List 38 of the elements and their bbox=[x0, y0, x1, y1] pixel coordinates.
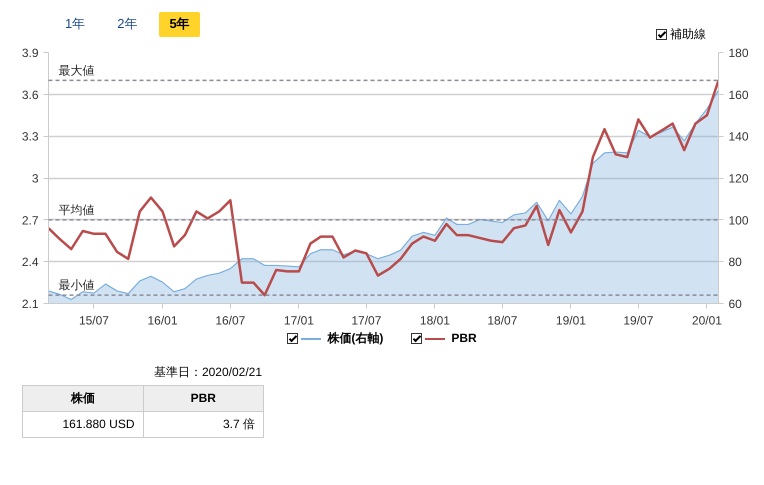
y-tick-label: 2.1 bbox=[22, 297, 39, 311]
y-tick-label: 3 bbox=[32, 172, 39, 186]
x-tick-label: 20/01 bbox=[692, 314, 722, 328]
ref-line-label: 最小値 bbox=[58, 278, 94, 292]
text: 5年 bbox=[159, 12, 200, 37]
x-tick-label: 15/07 bbox=[78, 314, 110, 328]
x-tick-label: 16/01 bbox=[148, 314, 178, 328]
y2-tick-label: 60 bbox=[728, 297, 742, 311]
y-tick-label: 3.3 bbox=[22, 130, 39, 144]
text: PBR bbox=[143, 386, 264, 412]
x-tick-label: 19/07 bbox=[623, 314, 654, 328]
y-tick-label: 2.4 bbox=[22, 255, 39, 270]
legend-label: 株価(右軸) bbox=[326, 331, 384, 345]
y2-tick-label: 180 bbox=[728, 46, 749, 60]
text: 2年 bbox=[116, 15, 138, 33]
y2-tick-label: 80 bbox=[728, 255, 742, 270]
y-tick-label: 3.9 bbox=[22, 46, 39, 60]
x-tick-label: 18/01 bbox=[420, 314, 450, 328]
y2-tick-label: 100 bbox=[728, 213, 749, 228]
text: 株価 bbox=[22, 386, 143, 412]
x-tick-label: 19/01 bbox=[556, 314, 586, 328]
y2-tick-label: 120 bbox=[728, 172, 749, 186]
text: 基準日：2020/02/21 bbox=[152, 364, 262, 381]
x-tick-label: 17/07 bbox=[351, 314, 382, 328]
x-tick-label: 18/07 bbox=[487, 314, 518, 328]
y-tick-label: 3.6 bbox=[22, 88, 39, 102]
legend-label: PBR bbox=[450, 331, 477, 345]
ref-line-label: 平均値 bbox=[58, 202, 94, 217]
x-tick-label: 16/07 bbox=[215, 314, 246, 328]
y2-tick-label: 160 bbox=[728, 88, 749, 102]
text: 補助線 bbox=[669, 26, 706, 43]
text: 1年 bbox=[64, 15, 86, 33]
y2-tick-label: 140 bbox=[728, 130, 749, 144]
ref-line-label: 最大値 bbox=[58, 63, 94, 78]
y-tick-label: 2.7 bbox=[22, 213, 39, 228]
text: 3.7 倍 bbox=[143, 412, 264, 438]
x-tick-label: 17/01 bbox=[284, 314, 314, 328]
text: 161.880 USD bbox=[22, 412, 143, 438]
